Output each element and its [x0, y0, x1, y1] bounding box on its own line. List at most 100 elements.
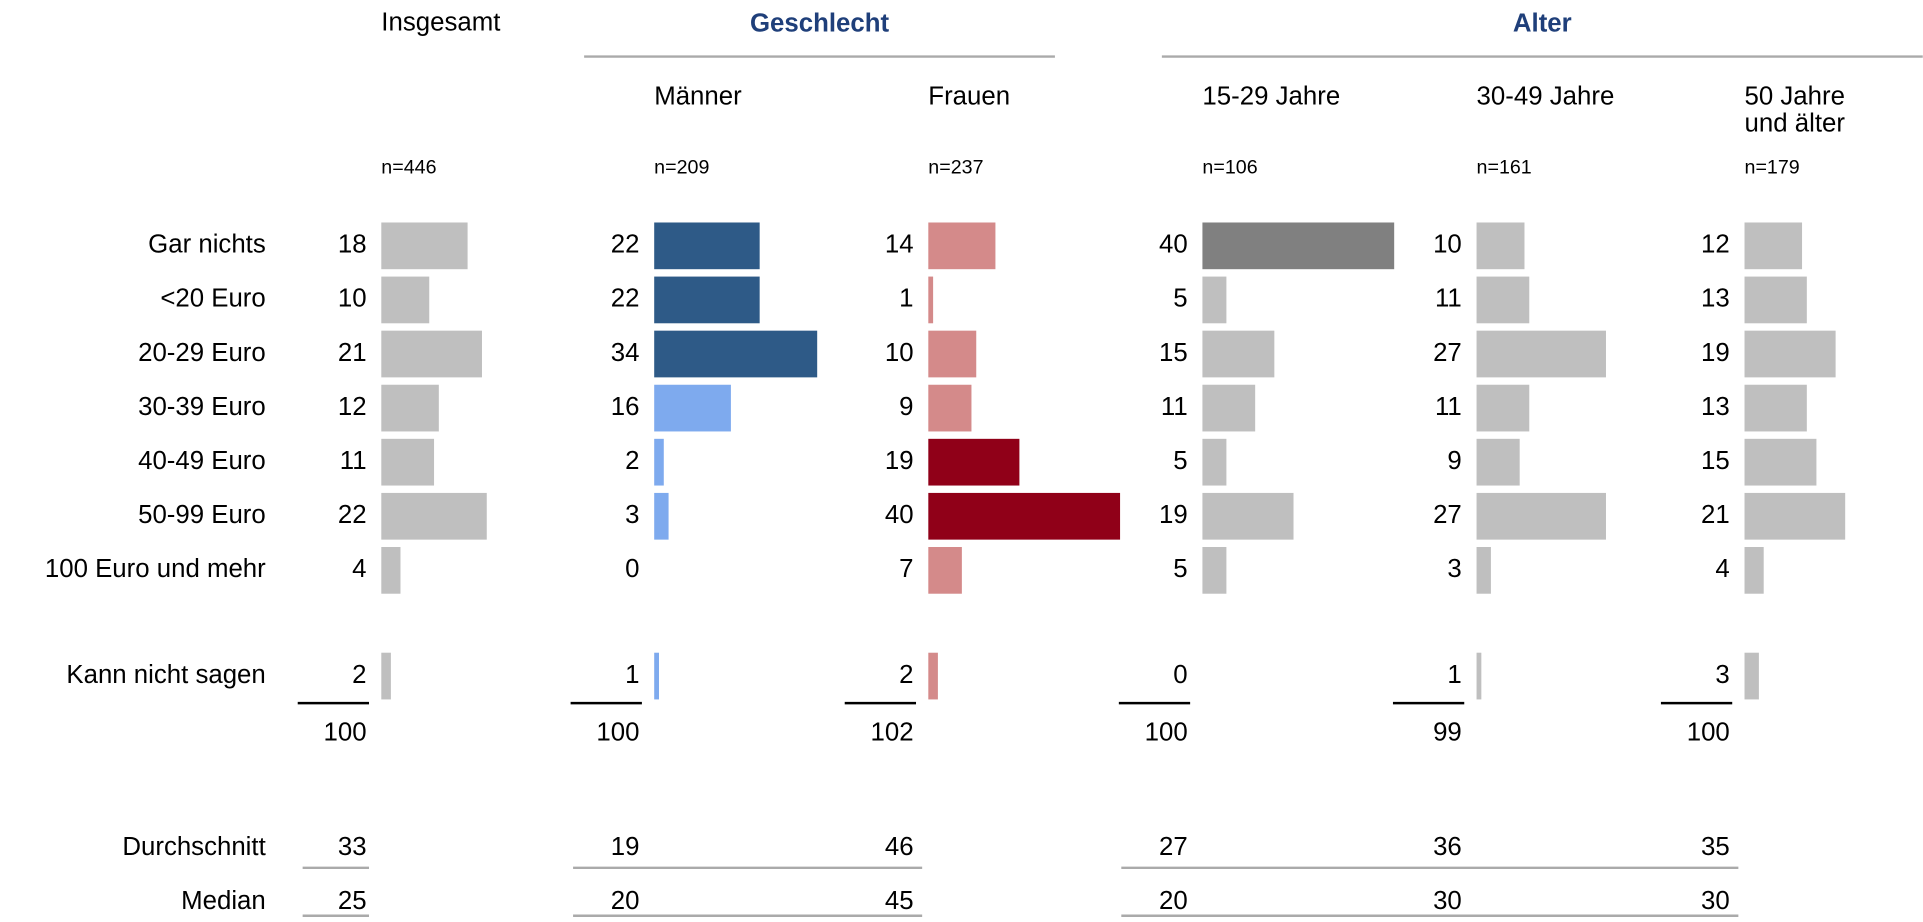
bar: [381, 384, 439, 432]
value-label: 22: [611, 231, 640, 259]
bar: [928, 222, 996, 270]
bar: [1202, 222, 1395, 270]
value-label: 10: [1433, 231, 1462, 259]
value-label: 19: [1701, 339, 1730, 367]
bar: [381, 222, 468, 270]
value-label: 14: [885, 231, 914, 259]
column-name: 15-29 Jahre: [1202, 83, 1341, 111]
value-label: 5: [1173, 447, 1187, 475]
value-label: 40: [885, 501, 914, 529]
column-header: 50 Jahre und älter: [1744, 83, 1845, 138]
bar: [1744, 276, 1807, 324]
value-label: 19: [885, 447, 914, 475]
bar: [1476, 276, 1530, 324]
bar: [1744, 384, 1807, 432]
value-label: 7: [899, 555, 913, 583]
summary-label: Median: [181, 887, 266, 915]
value-label: 13: [1701, 285, 1730, 313]
group-header: Geschlecht: [750, 9, 889, 37]
bar: [1744, 222, 1803, 270]
bar: [1476, 492, 1606, 540]
total-label: 100: [324, 719, 367, 747]
column-header: Männer: [654, 84, 742, 110]
value-label: 10: [885, 339, 914, 367]
row-label: 20-29 Euro: [138, 339, 266, 367]
total-label: 100: [596, 719, 639, 747]
value-label: 2: [899, 661, 913, 689]
bar: [928, 384, 972, 432]
value-label: 11: [1435, 393, 1462, 421]
value-label: 9: [899, 393, 913, 421]
median-label: 20: [611, 887, 640, 915]
column-header: 15-29 Jahre: [1202, 83, 1341, 111]
value-label: 3: [1447, 555, 1461, 583]
bar: [381, 330, 482, 378]
bar: [928, 652, 938, 700]
total-label: 99: [1433, 719, 1462, 747]
value-label: 10: [338, 285, 367, 313]
bar: [654, 438, 664, 486]
total-label: 100: [1687, 719, 1730, 747]
summary-label: Durchschnitt: [122, 833, 265, 861]
bar: [1744, 330, 1836, 378]
row-label: 30-39 Euro: [138, 393, 266, 421]
bar: [1202, 492, 1294, 540]
median-label: 30: [1701, 887, 1730, 915]
sample-size: n=161: [1477, 157, 1532, 179]
sample-size: n=446: [381, 157, 436, 179]
bar: [1744, 438, 1817, 486]
mean-label: 46: [885, 833, 914, 861]
value-label: 12: [1701, 231, 1730, 259]
group-header: Alter: [1513, 9, 1572, 37]
value-label: 16: [611, 393, 640, 421]
value-label: 5: [1173, 555, 1187, 583]
value-label: 22: [611, 285, 640, 313]
column-name: 30-49 Jahre: [1476, 83, 1615, 111]
mean-label: 27: [1159, 833, 1188, 861]
column-name: 50 Jahre und älter: [1744, 83, 1845, 138]
value-label: 1: [1447, 661, 1461, 689]
bar: [1744, 652, 1759, 700]
column-name: Frauen: [928, 83, 1011, 111]
value-label: 5: [1173, 285, 1187, 313]
bar: [1476, 384, 1530, 432]
median-label: 25: [338, 887, 367, 915]
value-label: 11: [1161, 393, 1188, 421]
bar: [1202, 276, 1227, 324]
median-label: 45: [885, 887, 914, 915]
column-header: Frauen: [928, 83, 1011, 111]
sample-size: n=237: [928, 157, 983, 179]
value-label: 27: [1433, 501, 1462, 529]
value-label: 12: [338, 393, 367, 421]
row-label: 50-99 Euro: [138, 501, 266, 529]
mean-label: 36: [1433, 833, 1462, 861]
bar: [928, 492, 1121, 540]
sample-size: n=209: [654, 157, 709, 179]
value-label: 11: [1435, 285, 1462, 313]
row-label: 100 Euro und mehr: [45, 555, 266, 583]
value-label: 18: [338, 231, 367, 259]
bar: [928, 547, 962, 594]
bar: [1476, 222, 1525, 270]
column-name: Insgesamt: [381, 9, 501, 37]
bar: [381, 547, 401, 594]
bar: [1202, 330, 1275, 378]
mean-label: 35: [1701, 833, 1730, 861]
row-label: <20 Euro: [160, 285, 265, 313]
value-label: 19: [1159, 501, 1188, 529]
bar: [1744, 547, 1764, 594]
bar: [381, 276, 430, 324]
value-label: 13: [1701, 393, 1730, 421]
bar: [654, 276, 760, 324]
value-label: 4: [352, 555, 366, 583]
value-label: 0: [1173, 661, 1187, 689]
bar: [1202, 438, 1227, 486]
value-label: 34: [611, 339, 640, 367]
row-label: 40-49 Euro: [138, 447, 266, 475]
bar: [381, 652, 391, 700]
value-label: 15: [1701, 447, 1730, 475]
value-label: 2: [625, 447, 639, 475]
value-label: 21: [1701, 501, 1730, 529]
total-label: 102: [871, 719, 914, 747]
